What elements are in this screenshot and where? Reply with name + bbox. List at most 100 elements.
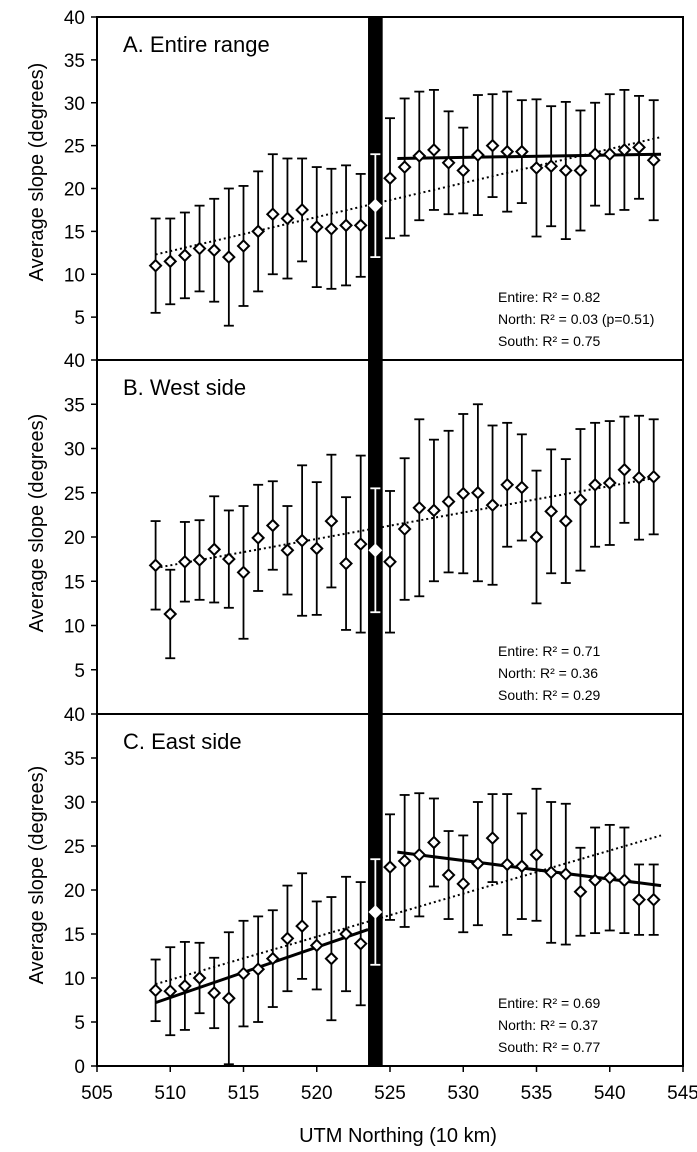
data-point [353,936,368,951]
data-point [456,486,471,501]
panel-title-a: A. Entire range [123,32,270,57]
data-point [632,470,646,485]
panel-title-c: C. East side [123,729,242,754]
y-tick-label: 40 [64,351,85,372]
data-point [529,530,544,544]
y-tick-label: 20 [64,881,85,902]
data-point [383,171,397,186]
data-point [500,144,515,159]
data-point [163,254,178,269]
data-point [588,147,603,162]
data-point [177,248,192,263]
data-point [295,533,310,548]
y-tick-label: 30 [64,94,85,115]
data-point [646,892,661,907]
data-point [265,951,280,966]
y-tick-label: 15 [64,925,85,946]
data-point [221,552,236,567]
y-axis-label-c: Average slope (degrees) [26,766,48,985]
x-tick-label: 520 [301,1083,333,1104]
y-tick-label: 20 [64,180,85,201]
data-point [558,867,573,882]
data-point [353,218,368,233]
y-tick-label: 5 [74,308,85,329]
data-point [339,556,353,571]
data-point [251,224,266,239]
data-point [558,514,573,528]
stat-label: South: R² = 0.77 [498,1039,601,1055]
x-tick-label: 545 [667,1083,697,1104]
data-point [412,847,427,862]
x-tick-label: 505 [81,1083,113,1104]
data-point [602,476,617,490]
data-point [529,161,544,175]
y-tick-label: 0 [74,1057,85,1078]
data-point [485,498,500,513]
y-tick-label: 35 [64,395,85,416]
y-tick-label: 10 [64,617,85,638]
y-tick-label: 20 [64,528,85,549]
data-point [602,870,617,885]
data-point [470,148,485,162]
data-point [573,884,588,899]
y-tick-label: 25 [64,137,85,158]
data-point [192,553,207,567]
data-point [280,211,295,226]
data-point [251,530,266,545]
data-point [177,554,192,569]
data-point [617,873,632,888]
data-point [588,873,603,888]
data-point [295,919,310,933]
stat-label: North: R² = 0.36 [498,665,598,681]
data-point [207,542,222,557]
data-point [558,163,573,178]
x-tick-label: 525 [374,1083,406,1104]
fit-line-entire [155,475,662,569]
y-tick-label: 30 [64,440,85,461]
data-point [324,514,339,528]
data-point [339,218,353,233]
data-point [427,835,441,850]
data-point [500,857,515,872]
y-tick-label: 35 [64,51,85,72]
x-tick-label: 540 [594,1083,626,1104]
data-point [280,931,295,946]
data-point [544,159,559,174]
data-point [221,991,236,1006]
data-point [353,537,368,551]
data-point [602,147,617,162]
data-point [632,892,646,907]
data-point [514,859,529,874]
stat-label: South: R² = 0.75 [498,333,601,349]
y-tick-label: 15 [64,222,85,243]
y-tick-label: 15 [64,572,85,593]
data-point [397,160,412,174]
data-point [368,905,383,919]
data-point [309,938,324,953]
data-point [544,865,559,880]
x-axis-label: UTM Northing (10 km) [299,1125,497,1147]
stat-label: North: R² = 0.03 (p=0.51) [498,311,654,327]
data-point [617,142,632,157]
data-point [397,854,412,868]
data-point [441,868,456,882]
fit-line-entire [155,136,662,256]
data-point [265,207,280,222]
stat-label: South: R² = 0.29 [498,687,601,703]
data-point [412,500,427,515]
data-point [456,876,471,891]
stat-label: Entire: R² = 0.69 [498,995,601,1011]
fit-line-north [397,850,662,888]
data-point [485,138,500,153]
data-point [617,462,632,477]
data-point [148,983,163,998]
data-point [427,503,441,518]
data-point [339,927,353,941]
y-tick-label: 10 [64,969,85,990]
y-tick-label: 5 [74,1013,85,1034]
data-point [441,155,456,170]
data-point [207,243,222,258]
y-tick-label: 30 [64,793,85,814]
data-point [207,986,222,1000]
